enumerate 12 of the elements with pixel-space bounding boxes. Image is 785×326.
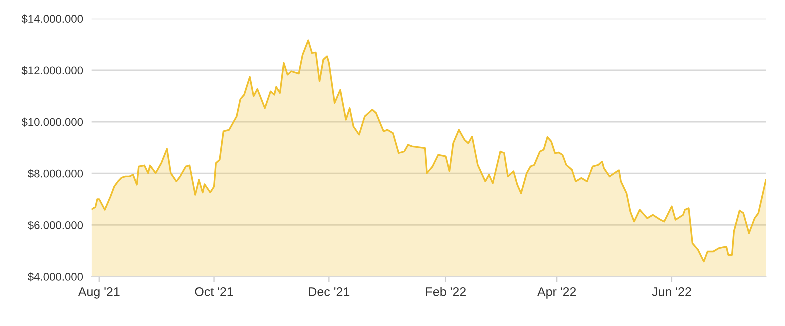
y-tick-label: $8.000.000: [28, 169, 84, 178]
y-tick-label: $4.000.000: [28, 272, 84, 282]
x-tick-label: Jun '22: [652, 288, 692, 296]
x-tick-label: Oct '21: [195, 288, 234, 296]
y-tick-label: $14.000.000: [22, 14, 84, 24]
x-tick-label: Aug '21: [78, 288, 120, 299]
y-tick-label: $6.000.000: [28, 221, 84, 230]
y-tick-label: $12.000.000: [22, 66, 84, 76]
x-tick-label: Feb '22: [426, 287, 466, 296]
x-tick-label: Dec '21: [309, 288, 350, 296]
x-tick-label: Apr '22: [538, 288, 576, 299]
y-tick-label: $10.000.000: [22, 118, 84, 127]
